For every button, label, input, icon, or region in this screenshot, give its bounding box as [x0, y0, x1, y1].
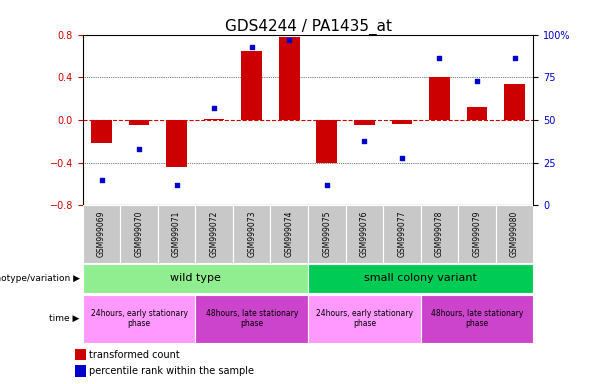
Bar	[346, 205, 383, 263]
Point	[172, 182, 181, 188]
Text: percentile rank within the sample: percentile rank within the sample	[89, 366, 254, 376]
Bar	[504, 84, 525, 120]
Text: GSM999080: GSM999080	[510, 211, 519, 257]
Bar	[421, 295, 533, 343]
Bar	[308, 264, 533, 293]
Bar	[75, 365, 86, 376]
Text: 48hours, late stationary
phase: 48hours, late stationary phase	[205, 309, 298, 328]
Bar	[429, 77, 450, 120]
Point	[134, 146, 144, 152]
Point	[284, 36, 294, 43]
Text: wild type: wild type	[170, 273, 221, 283]
Bar	[242, 51, 262, 120]
Text: small colony variant: small colony variant	[364, 273, 477, 283]
Bar	[308, 295, 421, 343]
Text: 24hours, early stationary
phase: 24hours, early stationary phase	[316, 309, 413, 328]
Text: 24hours, early stationary
phase: 24hours, early stationary phase	[91, 309, 188, 328]
Bar	[120, 205, 158, 263]
Point	[209, 105, 219, 111]
Point	[247, 43, 257, 50]
Bar	[196, 205, 233, 263]
Bar	[308, 205, 346, 263]
Text: GSM999073: GSM999073	[247, 211, 256, 258]
Bar	[466, 107, 487, 120]
Bar	[421, 205, 458, 263]
Bar	[496, 205, 533, 263]
Text: genotype/variation ▶: genotype/variation ▶	[0, 274, 80, 283]
Text: GSM999077: GSM999077	[397, 211, 406, 258]
Point	[322, 182, 332, 188]
Point	[435, 55, 444, 61]
Point	[97, 177, 107, 183]
Text: GSM999070: GSM999070	[135, 211, 143, 258]
Bar	[83, 264, 308, 293]
Bar	[354, 120, 375, 125]
Text: 48hours, late stationary
phase: 48hours, late stationary phase	[431, 309, 523, 328]
Text: time ▶: time ▶	[49, 314, 80, 323]
Text: GSM999075: GSM999075	[322, 211, 331, 258]
Text: GSM999074: GSM999074	[285, 211, 294, 258]
Point	[359, 137, 369, 144]
Bar	[204, 119, 224, 120]
Bar	[158, 205, 196, 263]
Bar	[316, 120, 337, 163]
Text: GSM999069: GSM999069	[97, 211, 106, 258]
Bar	[233, 205, 270, 263]
Bar	[458, 205, 496, 263]
Bar	[166, 120, 187, 167]
Text: GSM999079: GSM999079	[473, 211, 481, 258]
Bar	[279, 37, 300, 120]
Bar	[196, 295, 308, 343]
Bar	[75, 349, 86, 361]
Bar	[129, 120, 150, 125]
Text: GSM999078: GSM999078	[435, 211, 444, 257]
Text: transformed count: transformed count	[89, 349, 180, 360]
Point	[472, 78, 482, 84]
Text: GSM999076: GSM999076	[360, 211, 369, 258]
Title: GDS4244 / PA1435_at: GDS4244 / PA1435_at	[224, 18, 392, 35]
Point	[509, 55, 519, 61]
Point	[397, 154, 407, 161]
Text: GSM999072: GSM999072	[210, 211, 219, 257]
Bar	[91, 120, 112, 144]
Bar	[83, 205, 120, 263]
Bar	[383, 205, 421, 263]
Bar	[392, 120, 412, 124]
Bar	[270, 205, 308, 263]
Text: GSM999071: GSM999071	[172, 211, 181, 257]
Bar	[83, 295, 196, 343]
